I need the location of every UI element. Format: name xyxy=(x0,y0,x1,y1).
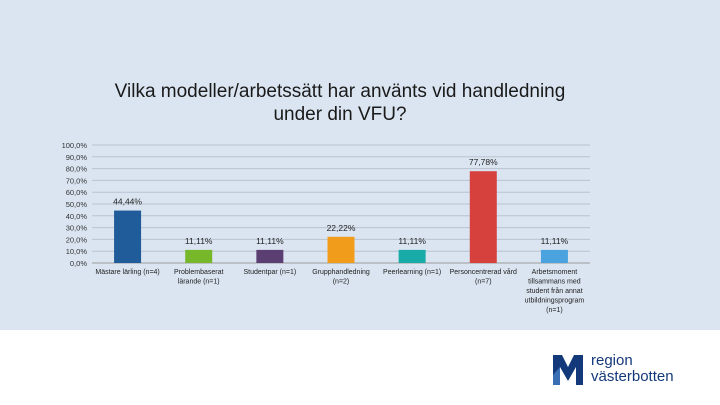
data-label: 11,11% xyxy=(185,236,213,246)
category-label: Problembaserat lärande (n=1) xyxy=(174,269,223,286)
y-tick-label: 40,0% xyxy=(66,212,88,221)
category-label: Peerlearning (n=1) xyxy=(383,269,441,276)
category-label: Arbetsmoment tillsammans med student från … xyxy=(525,269,585,314)
bar xyxy=(185,249,213,263)
chart-title: Vilka modeller/arbetssätt har använts vi… xyxy=(114,81,566,125)
category-label: Personcentrerad vård (n=7) xyxy=(450,268,517,286)
y-tick-label: 0,0% xyxy=(70,259,87,268)
y-tick-label: 50,0% xyxy=(66,200,88,209)
data-label: 11,11% xyxy=(541,236,569,246)
bar xyxy=(469,171,497,263)
bar-chart: 0,0% 10,0% 20,0% 30,0% 40,0% 50,0% 60,0% 70,0% 8… xyxy=(62,141,590,314)
region-vasterbotten-logo: region västerbotten xyxy=(551,353,701,389)
category-label: Mästare lärling (n=4) xyxy=(95,269,159,276)
bar xyxy=(540,249,568,263)
logo-line2: västerbotten xyxy=(591,368,674,385)
y-tick-label: 80,0% xyxy=(66,165,88,174)
y-tick-label: 60,0% xyxy=(66,188,88,197)
category-label: Grupphandledning (n=2) xyxy=(312,269,370,286)
slide-background xyxy=(0,0,720,330)
category-label: Studentpar (n=1) xyxy=(243,269,296,276)
bar xyxy=(398,249,426,263)
y-tick-label: 100,0% xyxy=(62,141,88,150)
bar xyxy=(256,249,284,263)
y-tick-label: 90,0% xyxy=(66,153,88,162)
data-label: 22,22% xyxy=(327,223,356,233)
y-tick-label: 10,0% xyxy=(66,247,88,256)
y-tick-label: 70,0% xyxy=(66,176,88,185)
y-tick-label: 20,0% xyxy=(66,235,88,244)
bar xyxy=(114,210,142,263)
bar xyxy=(327,236,355,263)
data-label: 11,11% xyxy=(398,236,426,246)
logo-line1: region xyxy=(591,352,633,369)
data-label: 44,44% xyxy=(113,197,142,207)
data-label: 11,11% xyxy=(256,236,284,246)
y-tick-label: 30,0% xyxy=(66,224,88,233)
data-label: 77,78% xyxy=(469,157,498,167)
region-logo-icon xyxy=(553,355,583,385)
